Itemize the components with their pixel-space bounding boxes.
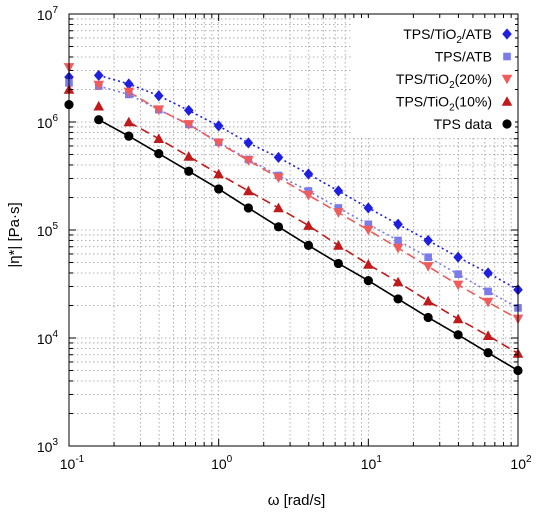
data-point xyxy=(303,240,314,251)
data-point xyxy=(124,78,134,90)
data-point xyxy=(183,104,194,117)
legend-marker xyxy=(502,119,512,129)
data-point xyxy=(93,100,105,111)
data-point xyxy=(423,234,433,247)
data-point xyxy=(273,151,284,164)
data-point xyxy=(183,151,195,161)
data-point xyxy=(93,69,104,82)
data-point xyxy=(423,312,433,323)
y-tick-label: 105 xyxy=(37,221,59,239)
fit-line xyxy=(128,91,519,320)
y-tick-label: 107 xyxy=(37,5,59,23)
legend-label: TPS/TiO2(10%) xyxy=(396,94,492,114)
data-point xyxy=(183,120,195,130)
axis-ticks xyxy=(68,14,518,447)
data-point xyxy=(363,225,374,236)
legend-marker xyxy=(501,74,513,85)
data-point xyxy=(94,115,104,125)
legend-box xyxy=(352,18,515,138)
data-point xyxy=(393,294,403,304)
data-point xyxy=(243,203,253,213)
y-tick-label: 103 xyxy=(37,437,59,455)
data-point xyxy=(364,220,373,229)
data-point xyxy=(153,105,165,115)
data-point xyxy=(452,313,464,324)
tick-labels: 10-1 100 101 102 103 104 105 106 107 xyxy=(37,5,532,472)
legend-label: TPS/TiO2(20%) xyxy=(396,71,492,91)
x-tick-label: 102 xyxy=(510,454,532,472)
legend-label: TPS data xyxy=(434,116,493,132)
data-point xyxy=(483,267,493,279)
y-tick-label: 104 xyxy=(37,329,59,347)
data-point xyxy=(363,202,374,214)
data-point xyxy=(273,222,284,232)
data-point xyxy=(454,270,462,278)
data-point xyxy=(213,138,224,149)
data-point xyxy=(213,120,224,132)
data-point xyxy=(333,258,344,269)
data-point xyxy=(483,348,493,358)
data-point xyxy=(452,280,464,291)
x-tick-label: 10-1 xyxy=(60,454,85,472)
data-point xyxy=(124,131,134,141)
data-point xyxy=(123,116,135,127)
legend-marker xyxy=(501,96,513,106)
y-axis-title: |η*| [Pa·s] xyxy=(6,202,23,267)
data-point xyxy=(214,184,224,194)
data-point xyxy=(482,297,494,308)
data-point xyxy=(273,202,284,213)
data-point xyxy=(333,240,344,250)
x-axis-title: ω [rad/s] xyxy=(268,492,326,509)
data-point xyxy=(303,168,314,180)
data-point xyxy=(184,166,194,176)
legend: TPS/TiO2/ATB TPS/ATB TPS/TiO2(20%) TPS/TiO2… xyxy=(352,18,515,138)
data-point xyxy=(153,90,164,102)
data-point xyxy=(123,87,135,98)
y-tick-label: 106 xyxy=(37,113,59,131)
data-point xyxy=(153,133,165,144)
data-point xyxy=(213,168,224,179)
data-point xyxy=(392,243,404,254)
data-point xyxy=(393,218,403,230)
data-point xyxy=(453,251,463,263)
data-point xyxy=(394,236,402,245)
legend-label: TPS/TiO2/ATB xyxy=(403,26,492,46)
grid xyxy=(69,14,518,446)
data-point xyxy=(333,185,344,197)
legend-marker xyxy=(503,52,511,61)
data-point xyxy=(243,137,254,149)
data-point xyxy=(392,276,404,287)
data-point xyxy=(363,259,374,269)
x-tick-label: 100 xyxy=(211,454,233,472)
legend-marker xyxy=(502,28,512,40)
data-point xyxy=(484,287,492,296)
data-point xyxy=(243,156,254,166)
data-point xyxy=(303,220,314,230)
data-point xyxy=(422,295,434,306)
x-tick-label: 101 xyxy=(361,454,383,472)
data-point xyxy=(93,80,105,91)
fit-line xyxy=(128,121,519,355)
data-point xyxy=(453,330,463,340)
legend-label: TPS/ATB xyxy=(435,49,492,65)
data-point xyxy=(334,204,343,212)
data-point xyxy=(273,173,284,183)
data-point xyxy=(363,276,373,286)
data-point xyxy=(424,253,432,261)
data-point xyxy=(333,208,344,218)
data-point xyxy=(154,148,164,159)
data-point xyxy=(303,190,314,201)
data-point xyxy=(482,330,494,341)
data-point xyxy=(422,262,434,272)
data-point xyxy=(243,185,254,196)
